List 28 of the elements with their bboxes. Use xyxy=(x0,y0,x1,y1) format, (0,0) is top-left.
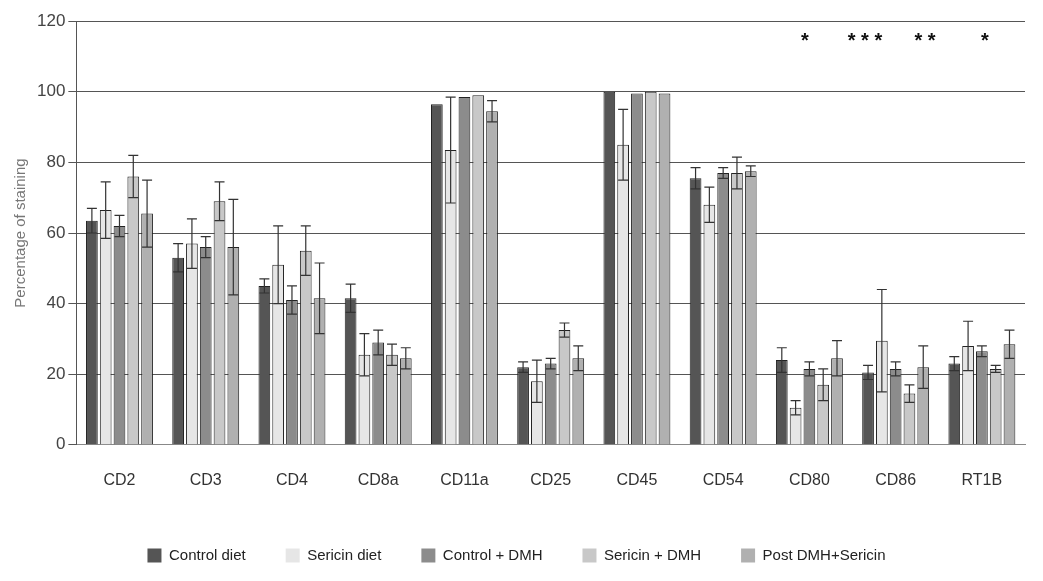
legend-label: Sericin + DMH xyxy=(603,545,702,563)
y-axis-title: Percentage of staining xyxy=(11,158,29,308)
x-tick-label: CD25 xyxy=(530,470,572,488)
x-tick-label: CD86 xyxy=(875,470,917,488)
x-tick-label: CD8a xyxy=(357,470,399,488)
annotation: * xyxy=(981,28,990,51)
y-tick-label: 0 xyxy=(55,434,66,454)
x-tick-label: CD54 xyxy=(702,470,744,488)
y-tick-label: 80 xyxy=(46,152,66,172)
annotation: * xyxy=(801,28,810,51)
y-tick-label: 120 xyxy=(36,10,66,30)
y-tick-label: 60 xyxy=(46,222,66,242)
legend-label: Sericin diet xyxy=(307,545,383,563)
y-tick-label: 100 xyxy=(36,81,66,101)
y-tick-label: 40 xyxy=(46,293,66,313)
legend-label: Post DMH+Sericin xyxy=(762,545,886,563)
annotation: * * xyxy=(914,28,936,51)
x-tick-label: CD80 xyxy=(788,470,830,488)
legend-label: Control + DMH xyxy=(442,545,543,563)
annotation: * * * xyxy=(847,28,883,51)
y-tick-label: 20 xyxy=(46,363,66,383)
x-tick-label: CD2 xyxy=(103,470,136,488)
x-tick-label: CD4 xyxy=(275,470,309,488)
legend-label: Control diet xyxy=(168,545,247,563)
x-tick-label: CD11a xyxy=(440,470,489,488)
x-tick-label: RT1B xyxy=(961,470,1003,488)
x-tick-label: CD3 xyxy=(189,470,222,488)
x-tick-label: CD45 xyxy=(616,470,658,488)
